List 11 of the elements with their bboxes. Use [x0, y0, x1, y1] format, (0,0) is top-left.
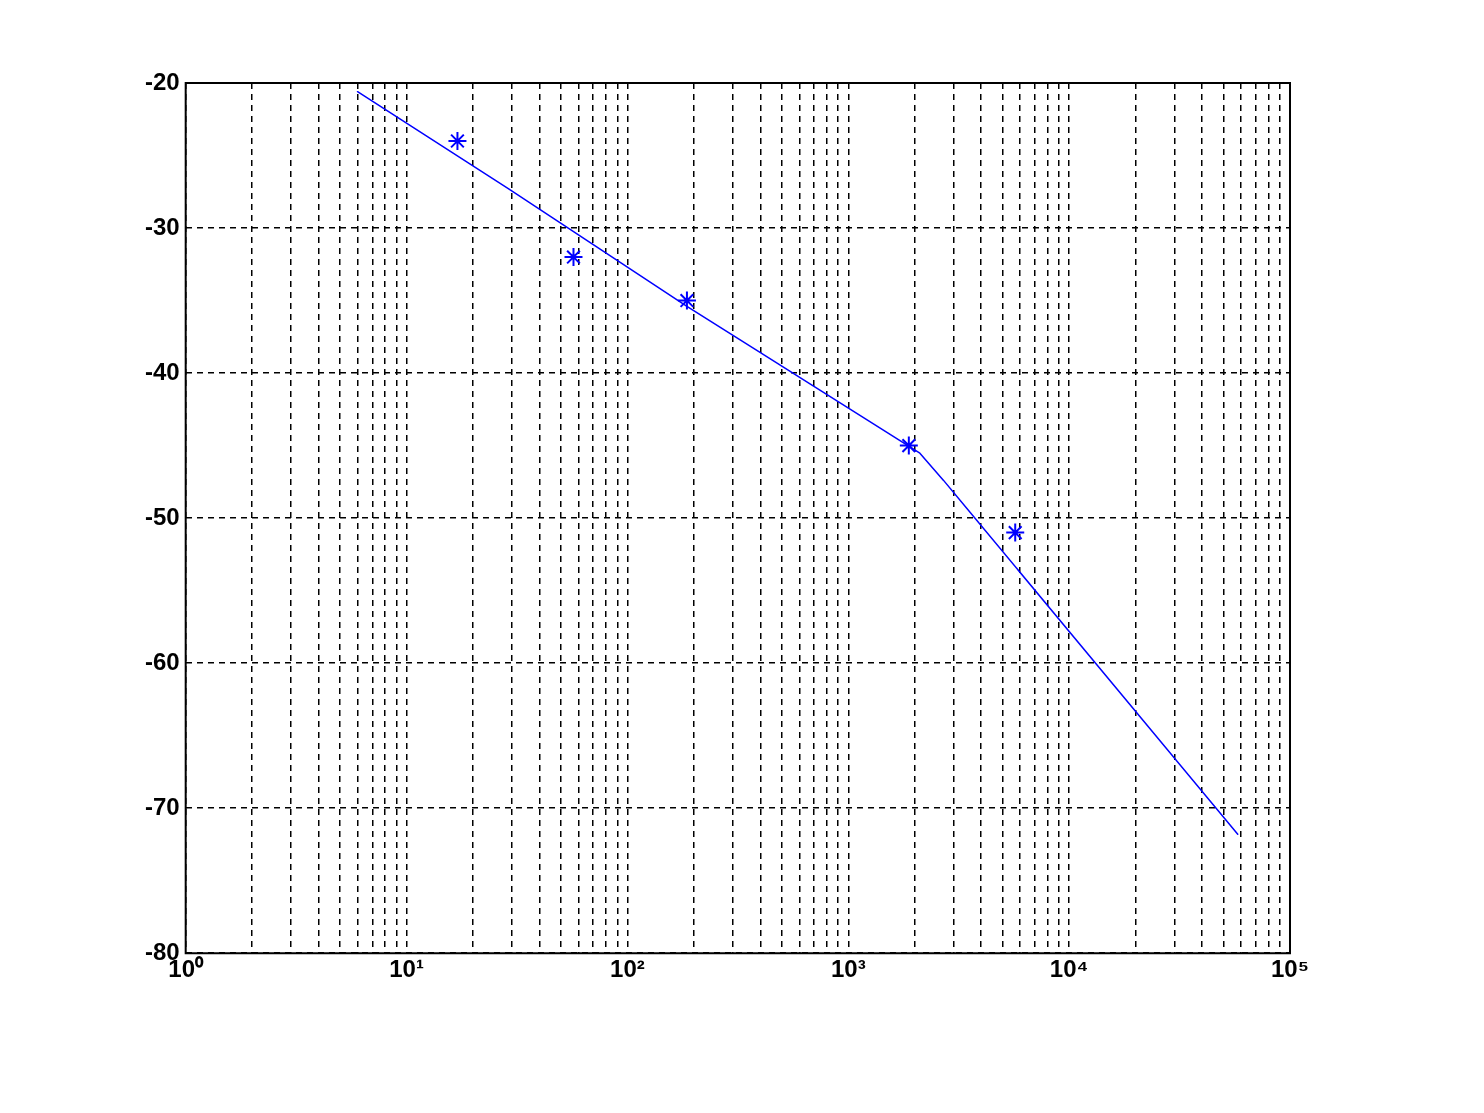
x-tick-label: 10¹ — [389, 955, 424, 983]
x-tick-label: 10³ — [830, 955, 866, 983]
y-tick-label: -50 — [145, 502, 180, 530]
x-tick-label: 10⁴ — [1049, 955, 1089, 983]
x-tick-label: 10² — [610, 955, 645, 983]
x-tick-label: 10⁵ — [1271, 955, 1309, 983]
y-tick-label: -20 — [145, 67, 180, 95]
y-tick-label: -40 — [145, 357, 180, 385]
y-tick-label: -70 — [145, 792, 180, 820]
y-tick-label: -30 — [145, 212, 180, 240]
y-tick-label: -60 — [145, 647, 180, 675]
